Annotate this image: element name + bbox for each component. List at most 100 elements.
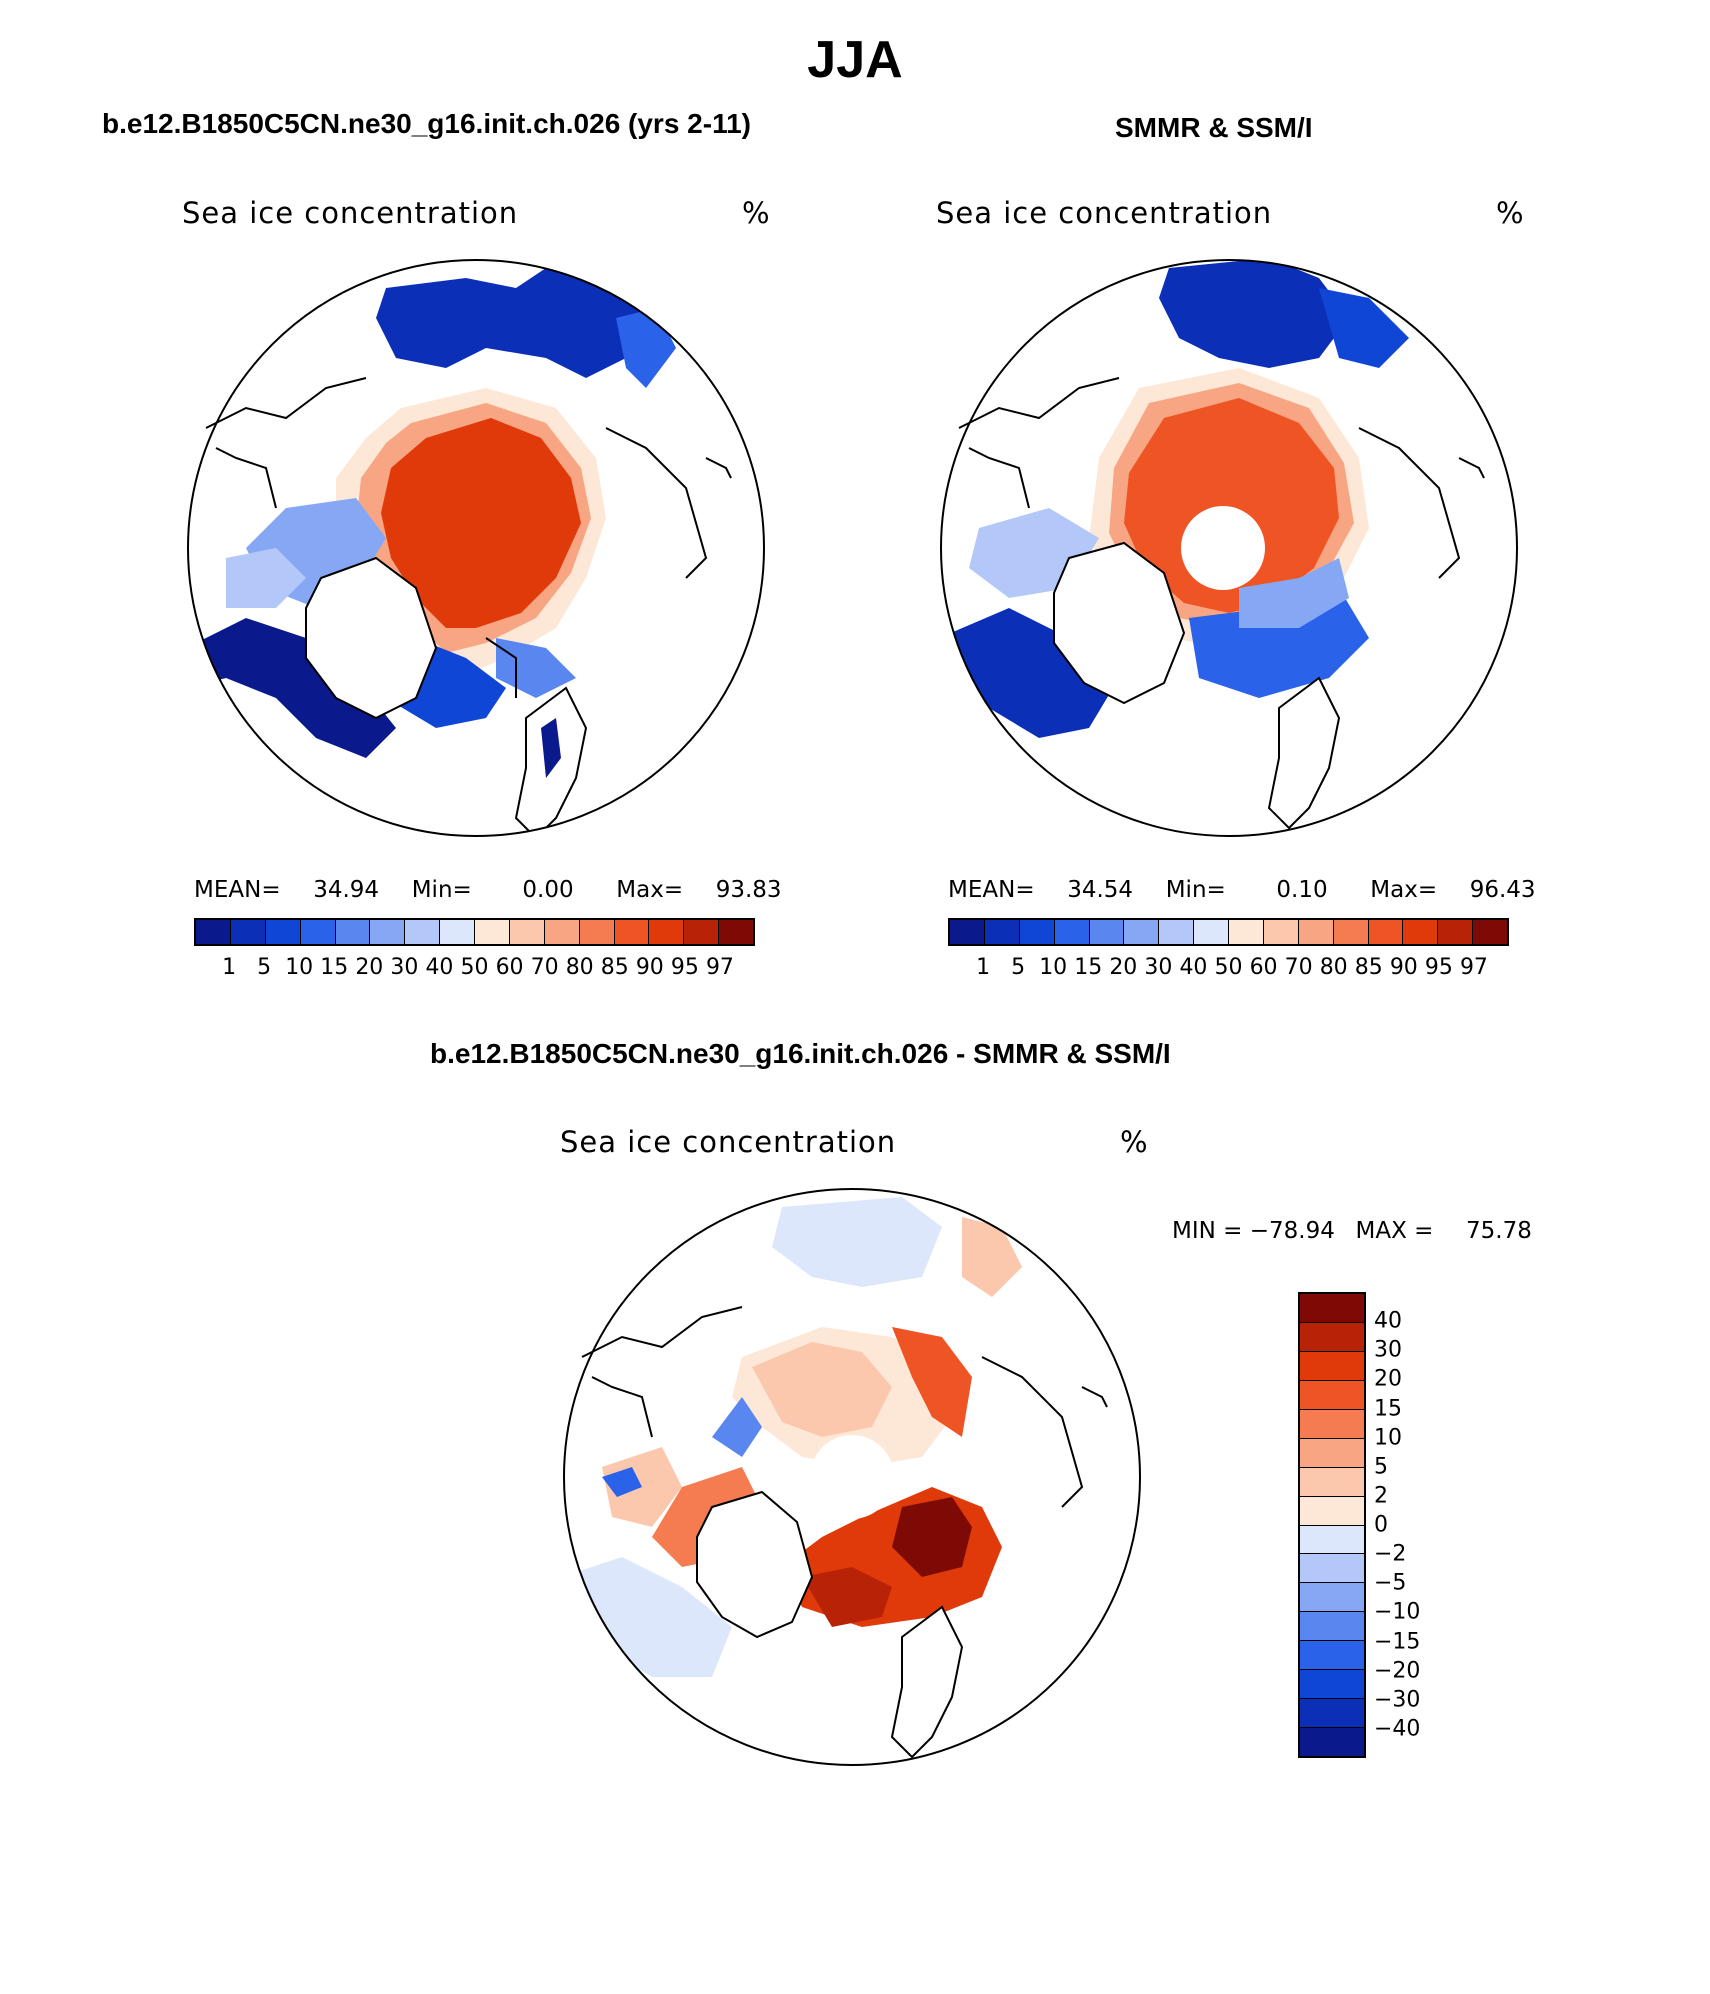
- panel-2-colorbar-tick-label: 85: [1354, 955, 1383, 980]
- panel-2-colorbar-tick-label: 20: [1109, 955, 1138, 980]
- panel-3-colorbar-tick-label: −10: [1374, 1599, 1421, 1625]
- panel-3-colorbar-swatch: [1300, 1351, 1364, 1381]
- panel-2-max-value: 96.43: [1469, 877, 1536, 903]
- panel-1-colorbar-swatch: [230, 920, 266, 944]
- panel-1-colorbar-swatch: [509, 920, 545, 944]
- panel-3-colorbar-swatch: [1300, 1670, 1364, 1700]
- panel-1-colorbar-tick-label: 90: [635, 955, 664, 980]
- panel-1-colorbar-tick-label: 95: [670, 955, 699, 980]
- panel-1-colorbar-tick-label: 70: [530, 955, 559, 980]
- panel-1-colorbar-swatch: [335, 920, 371, 944]
- panel-2-colorbar-tick-label: 10: [1039, 955, 1068, 980]
- panel-2-mean-label: MEAN=: [948, 877, 1035, 903]
- panel-3-pole-hole: [810, 1435, 894, 1519]
- panel-3-colorbar-tick-label: −2: [1374, 1541, 1407, 1567]
- panel-2-mean-value: 34.54: [1067, 877, 1134, 903]
- panel-1-min-label: Min=: [411, 877, 472, 903]
- panel-1-colorbar-tick-label: 85: [600, 955, 629, 980]
- panel-3-min-value: −78.94: [1249, 1218, 1335, 1244]
- panel-1-colorbar-swatch: [440, 920, 475, 944]
- panel-2-colorbar-swatch: [1054, 920, 1090, 944]
- panel-2-colorbar-swatch: [1089, 920, 1125, 944]
- panel-2-colorbar-swatch: [984, 920, 1020, 944]
- panel-1-colorbar-swatch: [405, 920, 441, 944]
- panel-3-colorbar-swatch: [1300, 1294, 1364, 1323]
- panel-1-colorbar-swatch: [684, 920, 720, 944]
- panel-3-polar-map: [563, 1188, 1141, 1766]
- panel-2-colorbar-swatch: [1124, 920, 1160, 944]
- panel-1-colorbar-tick-label: 10: [285, 955, 314, 980]
- panel-3-colorbar-swatch: [1300, 1322, 1364, 1352]
- panel-3-colorbar-tick-label: 10: [1374, 1425, 1402, 1451]
- panel-2-colorbar-tick-label: 30: [1144, 955, 1173, 980]
- panel-3-colorbar-swatch: [1300, 1380, 1364, 1410]
- panel-3-colorbar-tick-label: 0: [1374, 1512, 1388, 1538]
- panel-3-colorbar-swatch: [1300, 1438, 1364, 1468]
- panel-3-colorbar-tick-label: 15: [1374, 1396, 1402, 1421]
- panel-3-units-label: %: [1120, 1125, 1149, 1159]
- panel-1-min-value: 0.00: [522, 877, 574, 903]
- panel-1-variable-label: Sea ice concentration: [182, 196, 519, 230]
- panel-2-colorbar-ticks: 1 5 10 15 20 30 40 50 60 70 80 85 90 95 97: [948, 955, 1509, 985]
- panel-2-colorbar-swatch: [1229, 920, 1264, 944]
- panel-3-colorbar-tick-label: 20: [1374, 1366, 1402, 1392]
- panel-2-colorbar-tick-label: 80: [1319, 955, 1348, 980]
- panel-2-colorbar-swatch: [1333, 920, 1369, 944]
- panel-2-units-label: %: [1496, 196, 1525, 230]
- panel-2-colorbar-swatch: [1298, 920, 1334, 944]
- panel-2-greenland: [1053, 541, 1186, 705]
- panel-1-colorbar-tick-label: 80: [565, 955, 594, 980]
- panel-3-colorbar-tick-label: 5: [1374, 1454, 1388, 1480]
- panel-1-colorbar-tick-label: 40: [425, 955, 454, 980]
- panel-2-colorbar-swatch: [950, 920, 985, 944]
- panel-3-colorbar-tick-label: −15: [1374, 1629, 1421, 1654]
- panel-1-colorbar-ticks: 1 5 10 15 20 30 40 50 60 70 80 85 90 95 97: [194, 955, 755, 985]
- panel-2-max-label: Max=: [1370, 877, 1438, 903]
- panel-1-colorbar-tick-label: 30: [390, 955, 419, 980]
- panel-3-colorbar-tick-label: −40: [1374, 1716, 1421, 1742]
- panel-1-title: b.e12.B1850C5CN.ne30_g16.init.ch.026 (yr…: [102, 108, 752, 139]
- panel-1-greenland: [305, 556, 438, 720]
- panel-3-colorbar-swatch: [1300, 1699, 1364, 1729]
- panel-1-mean-label: MEAN=: [194, 877, 281, 903]
- panel-1-colorbar-tick-label: 5: [257, 955, 272, 980]
- panel-2-colorbar-tick-label: 60: [1249, 955, 1278, 980]
- panel-2-colorbar-swatch: [1159, 920, 1195, 944]
- panel-2-colorbar-tick-label: 90: [1389, 955, 1418, 980]
- panel-3-max-label: MAX =: [1355, 1218, 1434, 1244]
- panel-2-variable-label: Sea ice concentration: [936, 196, 1273, 230]
- figure-title: JJA: [807, 31, 903, 89]
- panel-1-max-label: Max=: [616, 877, 684, 903]
- panel-1-units-label: %: [742, 196, 771, 230]
- panel-2-colorbar-swatch: [1438, 920, 1474, 944]
- panel-1-colorbar: [194, 918, 755, 946]
- panel-2-polar-map: [940, 259, 1518, 837]
- panel-3-colorbar-tick-label: −5: [1374, 1570, 1407, 1596]
- panel-2-min-label: Min=: [1165, 877, 1226, 903]
- panel-1-polar-map: [187, 259, 765, 837]
- panel-1-colorbar-swatch: [649, 920, 685, 944]
- panel-1-colorbar-swatch: [579, 920, 615, 944]
- panel-2-bering-ice: [1159, 260, 1349, 368]
- panel-1-colorbar-tick-label: 15: [320, 955, 349, 980]
- panel-3-colorbar-swatch: [1300, 1583, 1364, 1613]
- panel-1-colorbar-tick-label: 97: [705, 955, 734, 980]
- panel-2-title: SMMR & SSM/I: [1115, 112, 1313, 143]
- panel-1-colorbar-swatch: [370, 920, 406, 944]
- panel-2-colorbar-swatch: [1263, 920, 1299, 944]
- panel-2-colorbar-tick-label: 70: [1284, 955, 1313, 980]
- panel-1-colorbar-tick-label: 60: [495, 955, 524, 980]
- panel-1-colorbar-swatch: [544, 920, 580, 944]
- panel-2-colorbar-swatch: [1473, 920, 1507, 944]
- panel-3-colorbar-swatch: [1300, 1728, 1364, 1756]
- panel-3-colorbar-swatch: [1300, 1641, 1364, 1671]
- panel-2-min-value: 0.10: [1276, 877, 1328, 903]
- panel-3-title: b.e12.B1850C5CN.ne30_g16.init.ch.026 - S…: [430, 1038, 1171, 1069]
- panel-2-colorbar-tick-label: 5: [1011, 955, 1026, 980]
- panel-2-colorbar-tick-label: 97: [1459, 955, 1488, 980]
- panel-1-colorbar-tick-label: 20: [355, 955, 384, 980]
- panel-3-colorbar-tick-label: −20: [1374, 1658, 1421, 1684]
- panel-2-colorbar-swatch: [1368, 920, 1404, 944]
- panel-1-colorbar-tick-label: 1: [222, 955, 237, 980]
- panel-3-variable-label: Sea ice concentration: [560, 1125, 897, 1159]
